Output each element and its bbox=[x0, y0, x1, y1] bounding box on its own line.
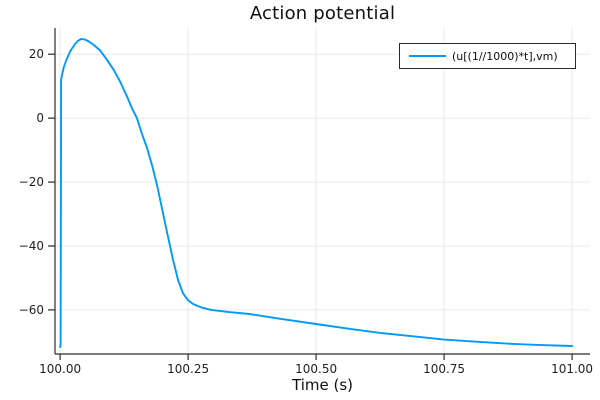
x-tick-label: 100.25 bbox=[167, 362, 209, 376]
x-axis-label: Time (s) bbox=[291, 376, 353, 394]
legend: (u[(1//1000)*t],vm) bbox=[399, 43, 576, 69]
x-tick-label: 101.00 bbox=[551, 362, 593, 376]
x-tick-label: 100.00 bbox=[39, 362, 81, 376]
y-tick-label: 20 bbox=[29, 47, 44, 61]
series-line bbox=[59, 37, 574, 348]
x-tick-label: 100.50 bbox=[295, 362, 337, 376]
x-tick-label: 100.75 bbox=[423, 362, 465, 376]
legend-series-label: (u[(1//1000)*t],vm) bbox=[452, 49, 558, 63]
y-tick-label: −20 bbox=[19, 175, 44, 189]
chart-title: Action potential bbox=[249, 3, 396, 24]
legend-line-sample-icon bbox=[409, 55, 446, 57]
y-tick-label: −60 bbox=[19, 303, 44, 317]
y-tick-label: 0 bbox=[36, 111, 44, 125]
y-tick-label: −40 bbox=[19, 239, 44, 253]
